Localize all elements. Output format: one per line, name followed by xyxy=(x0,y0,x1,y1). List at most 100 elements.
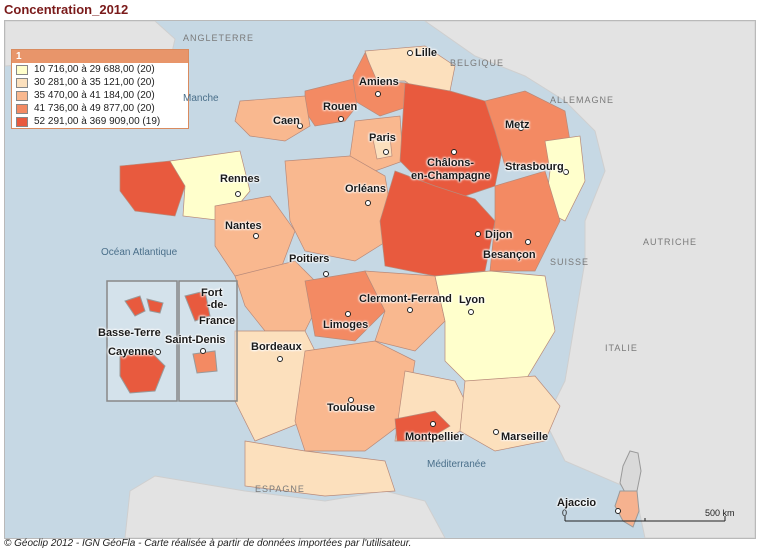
legend-row: 52 291,00 à 369 909,00 (19) xyxy=(12,115,188,128)
city-dot-dijon xyxy=(475,231,481,237)
legend-row: 41 736,00 à 49 877,00 (20) xyxy=(12,102,188,115)
city-dot-rennes xyxy=(235,191,241,197)
city-label-lyon: Lyon xyxy=(459,294,485,306)
city-dot-rouen xyxy=(338,116,344,122)
legend-swatch xyxy=(16,103,28,114)
sea-label-manche: Manche xyxy=(183,93,219,104)
city-label-dijon: Dijon xyxy=(485,229,513,241)
city-dot-lille xyxy=(407,50,413,56)
country-label-switzerland: SUISSE xyxy=(550,257,590,267)
city-dot-besancon xyxy=(525,239,531,245)
region-franche-comte xyxy=(489,170,561,272)
city-dot-amiens xyxy=(375,91,381,97)
region-herault xyxy=(394,410,451,442)
sea-label-mediterranean: Méditerranée xyxy=(427,459,486,470)
legend-swatch xyxy=(16,116,28,127)
legend-row: 10 716,00 à 29 688,00 (20) xyxy=(12,63,188,76)
city-label-orleans: Orléans xyxy=(345,183,386,195)
city-dot-metz xyxy=(518,125,524,131)
city-dot-saint-denis xyxy=(200,348,206,354)
legend: 1 10 716,00 à 29 688,00 (20) 30 281,00 à… xyxy=(11,49,189,129)
region-paca xyxy=(459,375,561,452)
city-label-toulouse: Toulouse xyxy=(327,402,376,414)
city-label-limoges: Limoges xyxy=(323,319,369,331)
legend-header: 1 xyxy=(12,50,188,63)
city-label-caen: Caen xyxy=(273,115,300,127)
legend-swatch xyxy=(16,90,28,101)
city-label-amiens: Amiens xyxy=(359,76,399,88)
city-dot-poitiers xyxy=(323,271,329,277)
city-dot-caen xyxy=(297,123,303,129)
region-bourgogne xyxy=(379,170,496,277)
city-dot-paris xyxy=(383,149,389,155)
city-label-marseille: Marseille xyxy=(501,431,549,443)
city-label-strasbourg: Strasbourg xyxy=(505,161,564,173)
country-label-austria: AUTRICHE xyxy=(643,237,698,247)
city-dot-strasbourg xyxy=(563,169,569,175)
country-label-belgium: BELGIQUE xyxy=(450,58,505,68)
martinique xyxy=(184,290,211,322)
legend-row: 35 470,00 à 41 184,00 (20) xyxy=(12,89,188,102)
city-dot-toulouse xyxy=(348,397,354,403)
guyane xyxy=(119,350,166,394)
overseas-label-saint-denis: Saint-Denis xyxy=(165,334,226,346)
scale-bar xyxy=(564,516,726,522)
legend-swatch xyxy=(16,64,28,75)
city-label-metz: Metz xyxy=(505,119,530,131)
city-label-chalons: Châlons- xyxy=(427,157,475,169)
country-label-italy: ITALIE xyxy=(605,343,638,353)
city-label-poitiers: Poitiers xyxy=(289,253,330,265)
country-label-england: ANGLETERRE xyxy=(183,33,255,43)
region-pyrenees-edge xyxy=(244,440,396,497)
overseas-label-de: -de- xyxy=(207,299,228,311)
city-label-paris: Paris xyxy=(369,132,396,144)
map-title: Concentration_2012 xyxy=(4,2,129,17)
sea-label-atlantic: Océan Atlantique xyxy=(101,247,178,258)
city-label-bordeaux: Bordeaux xyxy=(251,341,302,353)
city-label-clermont: Clermont-Ferrand xyxy=(359,293,452,305)
land-neighbors xyxy=(424,21,755,538)
region-centre xyxy=(284,155,396,262)
guadeloupe xyxy=(124,295,164,317)
corsica-south xyxy=(614,490,640,528)
city-label-ajaccio: Ajaccio xyxy=(557,497,597,509)
region-normandie-west xyxy=(234,95,311,142)
city-label-besancon: Besançon xyxy=(483,249,536,261)
city-dot-bordeaux xyxy=(277,356,283,362)
legend-swatch xyxy=(16,77,28,88)
footer-credits: © Géoclip 2012 - IGN GéoFla - Carte réal… xyxy=(4,538,412,549)
city-dot-limoges xyxy=(345,311,351,317)
region-midi-pyrenees xyxy=(294,340,416,452)
city-label-rennes: Rennes xyxy=(220,173,260,185)
city-dot-ajaccio xyxy=(615,508,621,514)
city-dot-nantes xyxy=(253,233,259,239)
city-label-champagne: en-Champagne xyxy=(411,170,491,182)
overseas-label-france: France xyxy=(199,315,236,327)
scale-start-label: 0 xyxy=(562,508,568,518)
city-label-nantes: Nantes xyxy=(225,220,262,232)
overseas-label-cayenne: Cayenne xyxy=(108,346,154,358)
reunion xyxy=(192,350,218,374)
city-dot-marseille xyxy=(493,429,499,435)
overseas-label-basse-terre: Basse-Terre xyxy=(98,327,161,339)
overseas-label-fort: Fort xyxy=(201,287,223,299)
city-label-montpellier: Montpellier xyxy=(405,431,464,443)
city-dot-chalons xyxy=(451,149,457,155)
city-label-rouen: Rouen xyxy=(323,101,358,113)
map-svg xyxy=(5,21,755,538)
region-rhone-alpes xyxy=(434,270,556,392)
land-spain xyxy=(124,475,446,538)
scale-end-label: 500 km xyxy=(705,508,735,518)
legend-row: 30 281,00 à 35 121,00 (20) xyxy=(12,76,188,89)
city-dot-orleans xyxy=(365,200,371,206)
city-dot-clermont xyxy=(407,307,413,313)
city-dot-lyon xyxy=(468,309,474,315)
map-canvas[interactable]: 1 10 716,00 à 29 688,00 (20) 30 281,00 à… xyxy=(4,20,756,539)
country-label-germany: ALLEMAGNE xyxy=(550,95,615,105)
city-dot-cayenne xyxy=(155,349,161,355)
city-label-lille: Lille xyxy=(415,47,438,59)
city-dot-montpellier xyxy=(430,421,436,427)
region-limousin xyxy=(304,270,386,342)
country-label-spain: ESPAGNE xyxy=(255,484,305,494)
region-alsace xyxy=(544,135,586,222)
